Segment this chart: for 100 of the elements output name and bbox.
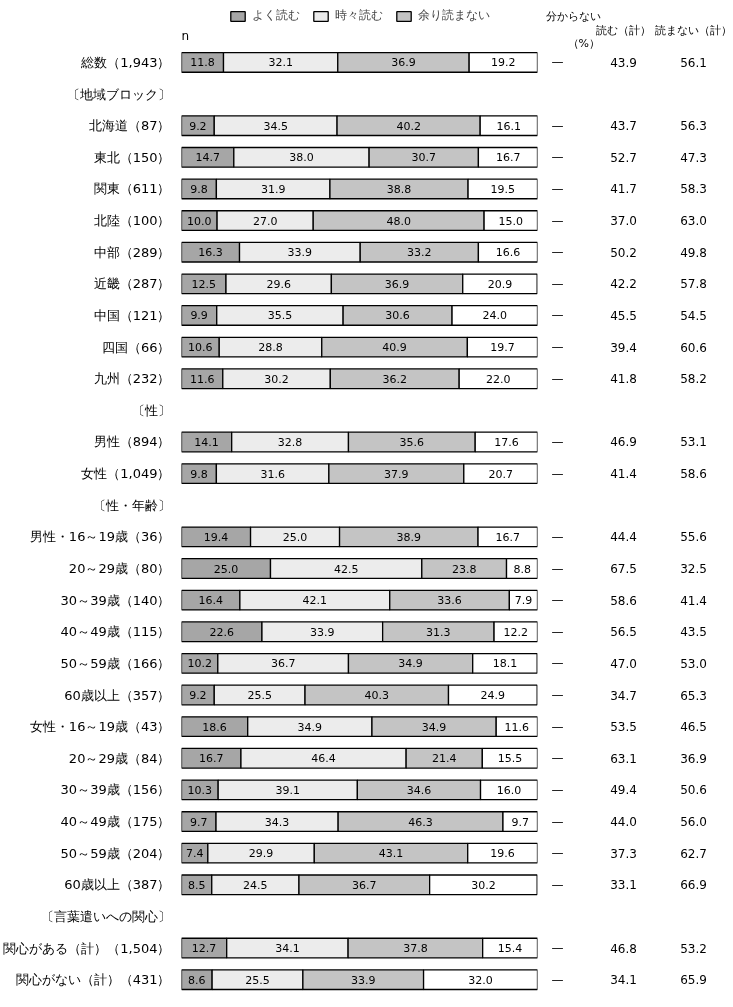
data-label: 12.7 (191, 942, 217, 956)
y-tick-label: 近畿（287） (93, 276, 171, 292)
text: 41.8 (610, 372, 637, 387)
text: n (181, 28, 190, 43)
text: 34.1 (610, 973, 637, 988)
data-label: — (551, 181, 564, 196)
data-label: 14.7 (195, 151, 220, 165)
data-label: 33.9 (287, 246, 313, 260)
y-tick-label: 30～39歳（156） (60, 782, 171, 798)
data-label: 39.1 (275, 783, 301, 797)
text: 37.0 (610, 214, 637, 229)
data-label: 16.3 (198, 246, 223, 260)
text: 46.5 (680, 720, 707, 735)
data-label: 18.6 (202, 720, 227, 734)
data-label: — (551, 846, 564, 861)
y-tick-label: 20～29歳（84） (68, 750, 171, 766)
data-label: 14.1 (194, 435, 219, 449)
text: 32.5 (680, 562, 707, 576)
data-label: — (551, 593, 564, 608)
data-label: — (551, 624, 564, 639)
data-label: 15.0 (498, 214, 524, 228)
text: 45.5 (610, 308, 637, 323)
legend-label: 余り読まない (417, 7, 490, 24)
y-tick-label: 60歳以上（357） (64, 687, 171, 703)
data-label: — (551, 814, 564, 829)
text: 41.7 (610, 182, 637, 197)
data-label: 38.0 (289, 151, 314, 165)
data-label: 37.8 (403, 942, 428, 956)
y-tick-label: 北海道（87） (88, 118, 171, 134)
data-label: 11.8 (190, 56, 215, 70)
y-tick-label: 女性（1,049） (81, 466, 171, 482)
text: 43.7 (610, 119, 637, 134)
data-label: 25.0 (282, 530, 308, 544)
y-tick-label: 〔性・年齢〕 (92, 497, 171, 513)
data-label: — (551, 656, 564, 671)
data-label: 42.5 (333, 562, 359, 576)
data-label: 35.6 (399, 435, 425, 449)
data-label: 10.2 (187, 657, 212, 671)
data-label: 22.0 (486, 372, 511, 386)
y-tick-label: 中部（289） (93, 244, 171, 260)
data-label: — (551, 371, 564, 386)
text: 63.0 (680, 214, 707, 229)
data-label: 40.3 (364, 689, 390, 703)
data-label: 37.9 (384, 467, 409, 481)
text: 67.5 (610, 562, 637, 576)
data-label: 12.5 (191, 277, 216, 291)
data-label: 22.6 (209, 625, 234, 639)
text: 46.8 (610, 941, 637, 956)
data-label: 33.9 (350, 973, 376, 987)
data-label: — (551, 466, 564, 481)
data-label: 34.1 (275, 942, 300, 956)
data-label: 40.2 (396, 119, 421, 133)
text: 53.2 (680, 941, 707, 956)
data-label: 36.2 (382, 372, 407, 386)
data-label: 10.6 (188, 341, 213, 355)
y-tick-label: 〔言葉遣いへの関心〕 (40, 908, 171, 924)
text: 56.3 (680, 119, 707, 134)
y-tick-label: 総数（1,943） (80, 54, 171, 70)
data-label: 36.9 (391, 56, 416, 70)
data-label: 28.8 (258, 341, 283, 355)
data-label: — (551, 719, 564, 734)
legend-label: 分からない (545, 10, 601, 24)
y-tick-label: 男性・16～19歳（36） (29, 529, 171, 545)
data-label: 34.6 (406, 783, 432, 797)
data-label: 16.6 (495, 246, 521, 260)
data-label: 42.1 (302, 594, 328, 608)
text: 63.1 (610, 751, 637, 766)
text: 43.5 (680, 625, 707, 640)
text: 52.7 (610, 150, 637, 165)
data-label: — (551, 972, 564, 987)
data-label: 43.1 (378, 847, 404, 861)
text: 50.2 (610, 245, 637, 260)
data-label: 10.3 (187, 783, 213, 797)
data-label: 33.9 (310, 625, 335, 639)
text: 読まない（計） (655, 24, 732, 38)
data-label: 34.5 (263, 119, 288, 133)
text: 37.3 (610, 846, 637, 861)
data-label: — (551, 688, 564, 703)
text: 57.8 (680, 277, 707, 292)
y-tick-label: 四国（66） (101, 339, 171, 355)
data-label: 18.1 (492, 657, 518, 671)
data-label: 8.5 (187, 878, 206, 892)
y-tick-label: 女性・16～19歳（43） (29, 719, 171, 735)
data-label: — (551, 877, 564, 892)
text: 41.4 (610, 467, 637, 482)
y-tick-label: 50～59歳（166） (60, 655, 171, 671)
text: 読む（計） (596, 24, 651, 38)
data-label: 10.0 (187, 214, 212, 228)
text: 53.0 (680, 656, 707, 671)
data-label: 25.0 (213, 562, 239, 576)
data-label: 23.8 (451, 562, 477, 576)
text: 65.3 (680, 688, 707, 703)
text: 49.8 (680, 245, 707, 260)
data-label: 16.4 (198, 594, 223, 608)
data-label: 32.0 (468, 973, 493, 987)
data-label: 33.6 (437, 594, 462, 608)
y-tick-label: 関東（611） (93, 181, 171, 197)
y-tick-label: 60歳以上（387） (64, 877, 171, 893)
text: 36.9 (680, 751, 707, 766)
data-label: 32.8 (277, 435, 303, 449)
